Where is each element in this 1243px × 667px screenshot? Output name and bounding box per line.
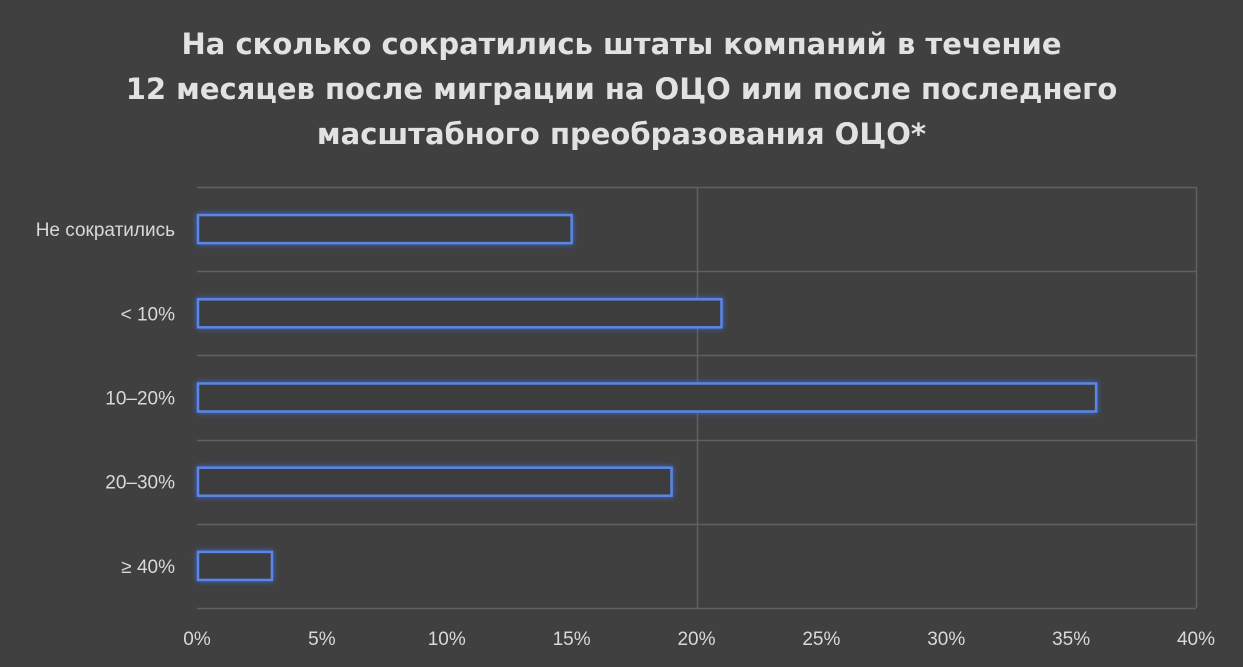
label-layer: Не сократились < 10% 10–20% 20–30% ≥ 40% 0% 5%… <box>36 220 1215 650</box>
y-tick-label: 10–20% <box>105 389 175 410</box>
x-tick-label: 30% <box>927 629 965 650</box>
x-tick-label: 5% <box>308 629 336 650</box>
bar <box>196 466 673 497</box>
x-tick-label: 35% <box>1052 629 1090 650</box>
chart-title-line-1: На сколько сократились штаты компаний в … <box>181 27 1062 61</box>
bar <box>196 298 723 329</box>
x-tick-label: 10% <box>428 629 466 650</box>
x-tick-label: 0% <box>183 629 211 650</box>
x-tick-label: 15% <box>553 629 591 650</box>
x-tick-label: 25% <box>802 629 840 650</box>
bar <box>196 550 274 582</box>
y-tick-label: < 10% <box>121 304 176 325</box>
chart-title-line-3: масштабного преобразования ОЦО* <box>316 117 927 151</box>
y-tick-label: 20–30% <box>105 473 175 494</box>
grid-layer <box>197 186 1198 610</box>
y-tick-label: ≥ 40% <box>121 557 175 578</box>
chart-title: На сколько сократились штаты компаний в … <box>0 22 1243 157</box>
x-tick-label: 40% <box>1177 629 1215 650</box>
bar <box>196 213 573 245</box>
x-tick-label: 20% <box>677 629 715 650</box>
y-tick-label: Не сократились <box>36 220 175 241</box>
bar-layer <box>196 213 1098 582</box>
bar <box>196 382 1098 413</box>
chart-title-line-2: 12 месяцев после миграции на ОЦО или пос… <box>125 72 1118 106</box>
